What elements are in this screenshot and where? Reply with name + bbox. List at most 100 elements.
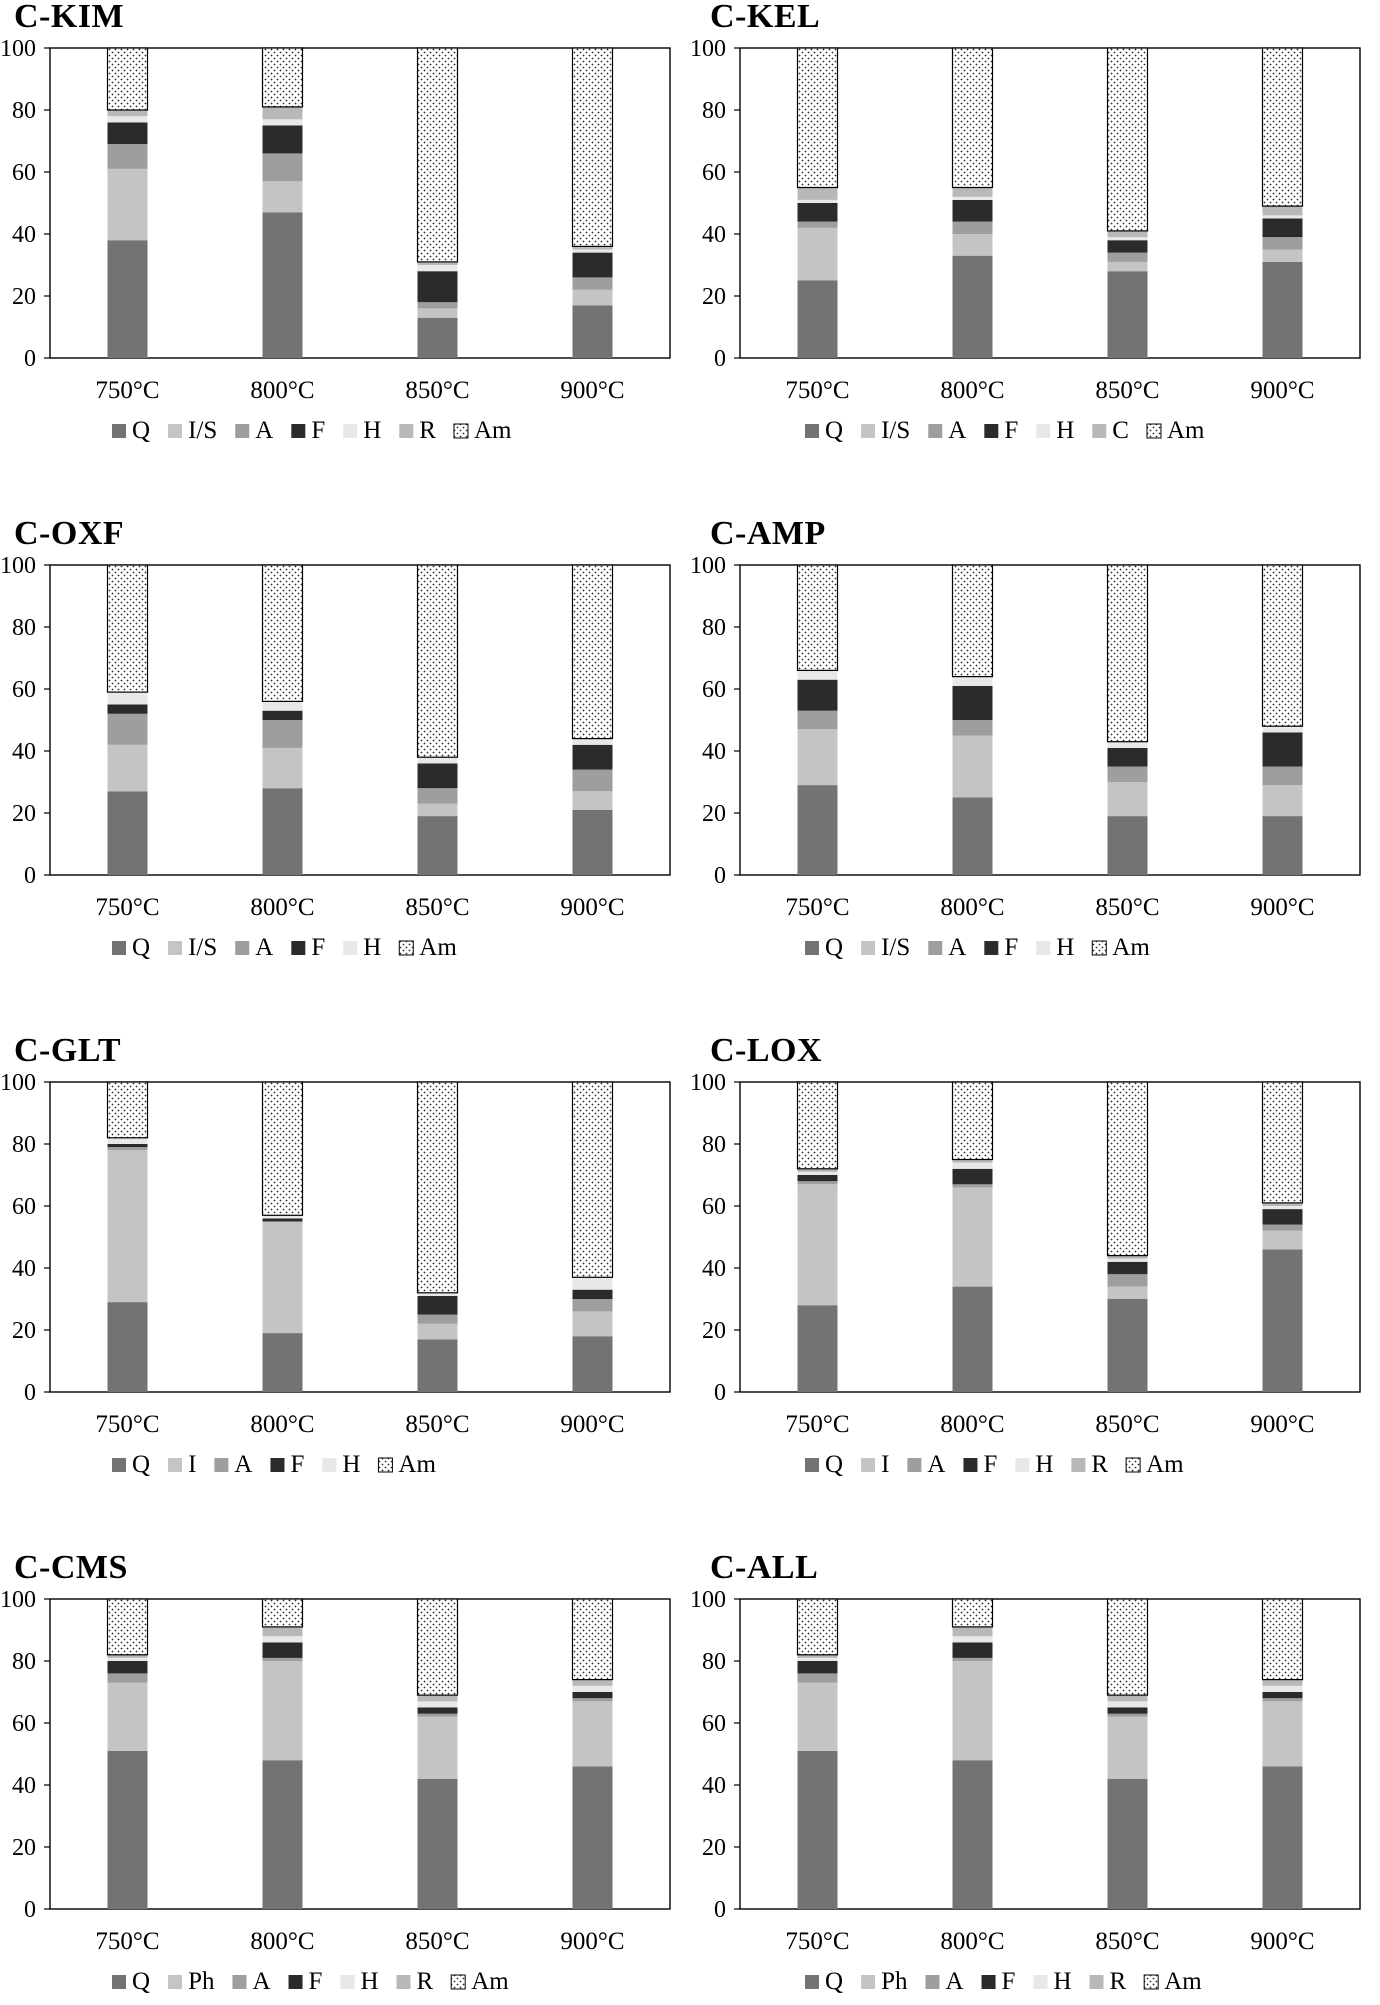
x-tick-label: 800°C (940, 377, 1004, 404)
bar-segment-am-900-c (1261, 1081, 1304, 1204)
bar-segment-a-750-c (797, 710, 838, 730)
y-tick-label: 40 (12, 739, 36, 765)
y-tick-label: 80 (12, 615, 36, 641)
bar-segment-h-750-c (107, 116, 148, 123)
x-tick-label: 900°C (560, 894, 624, 921)
legend-swatch-i-s (861, 941, 876, 955)
legend-label-q: Q (132, 1451, 150, 1478)
bar-segment-h-900-c (1262, 1206, 1303, 1210)
y-tick-label: 80 (12, 1649, 36, 1675)
bar-segment-a-850-c (417, 1314, 458, 1324)
legend-label-q: Q (132, 934, 150, 961)
bar-segment-i-800-c (262, 1221, 303, 1334)
stacked-bar-chart: 0 20 40 60 80 100 750°C 800°C 850°C 900°C Q I A F H Am (0, 1070, 671, 1478)
legend-swatch-a (232, 1975, 247, 1989)
bar-segment-h-800-c (952, 1636, 993, 1643)
legend-label-a: A (927, 1451, 945, 1478)
bar-segment-am-850-c (1106, 47, 1149, 232)
bar-segment-i-s-800-c (262, 181, 303, 213)
bar-segment-f-900-c (1262, 218, 1303, 238)
bar-segment-q-900-c (572, 1766, 613, 1909)
legend-swatch-i (168, 1458, 183, 1472)
bar-segment-q-800-c (262, 1333, 303, 1392)
legend-label-h: H (1035, 1451, 1053, 1478)
bar-segment-f-900-c (572, 1289, 613, 1299)
y-tick-label: 60 (12, 160, 36, 186)
bar-segment-q-850-c (417, 1339, 458, 1392)
bar-segment-h-850-c (417, 265, 458, 272)
bar-segment-c-800-c (952, 187, 993, 197)
legend-swatch-ph (861, 1975, 876, 1989)
legend-label-am: Am (1146, 1451, 1184, 1478)
bar-segment-h-900-c (572, 249, 613, 253)
legend-label-a: A (948, 417, 966, 444)
bar-segment-q-850-c (417, 317, 458, 358)
legend-label-q: Q (825, 1451, 843, 1478)
bar-segment-ph-800-c (262, 1661, 303, 1761)
plot-area (739, 47, 1361, 359)
legend: Q I A F H Am (112, 1451, 436, 1478)
bar-segment-f-750-c (797, 1661, 838, 1674)
plot-area (49, 1598, 671, 1910)
bar-segment-q-850-c (417, 816, 458, 875)
bar-segment-i-850-c (417, 1323, 458, 1340)
bar-segment-am-850-c (1106, 1598, 1149, 1696)
legend-swatch-h (1036, 941, 1051, 955)
stacked-bar-chart: 0 20 40 60 80 100 750°C 800°C 850°C 900°C Q I/S A F H A… (690, 553, 1361, 961)
bar-segment-a-800-c (262, 720, 303, 748)
bar-segment-h-750-c (797, 1171, 838, 1175)
legend-label-h: H (342, 1451, 360, 1478)
bar-segment-h-800-c (262, 1215, 303, 1219)
bar-segment-h-750-c (797, 670, 838, 680)
x-tick-label: 900°C (560, 1411, 624, 1438)
bar-segment-r-750-c (107, 110, 148, 117)
legend-label-f: F (290, 1451, 304, 1478)
bar-segment-h-850-c (1107, 1258, 1148, 1262)
x-tick-label: 900°C (560, 377, 624, 404)
bar-segment-i-s-900-c (1262, 249, 1303, 262)
legend-label-a: A (255, 417, 273, 444)
bar-segment-h-800-c (262, 119, 303, 126)
bar-segment-am-850-c (416, 564, 459, 758)
bar-segment-i-s-800-c (952, 234, 993, 256)
bar-segment-h-900-c (572, 738, 613, 745)
bar-segment-q-850-c (417, 1778, 458, 1909)
legend-label-q: Q (132, 1968, 150, 1995)
plot-area (49, 564, 671, 876)
bar-segment-i-s-800-c (262, 747, 303, 789)
bar-segment-h-800-c (952, 676, 993, 686)
legend-label-f: F (983, 1451, 997, 1478)
bar-segment-q-800-c (262, 788, 303, 875)
bar-segment-am-750-c (106, 1598, 149, 1656)
bar-segment-am-800-c (261, 47, 304, 108)
bar-segment-i-800-c (952, 1187, 993, 1287)
legend-swatch-r (399, 424, 414, 438)
legend-label-i-s: I/S (881, 934, 910, 961)
bar-segment-i-s-750-c (797, 227, 838, 281)
x-tick-label: 800°C (250, 894, 314, 921)
legend: Q I A F H R Am (805, 1451, 1184, 1478)
bar-segment-ph-800-c (952, 1661, 993, 1761)
x-tick-label: 800°C (250, 1411, 314, 1438)
panel-title: C-AMP (710, 515, 826, 552)
bar-segment-f-850-c (1107, 747, 1148, 767)
bar-segment-f-800-c (262, 1642, 303, 1658)
bar-segment-am-800-c (951, 1598, 994, 1628)
y-tick-label: 0 (714, 1380, 726, 1406)
bar-segment-r-900-c (572, 1679, 613, 1686)
bar-segment-h-850-c (1107, 1701, 1148, 1708)
y-tick-label: 40 (12, 222, 36, 248)
x-tick-label: 750°C (785, 894, 849, 921)
bar-segment-am-800-c (951, 1081, 994, 1161)
bar-segment-i-s-900-c (572, 791, 613, 810)
x-tick-label: 900°C (1250, 1411, 1314, 1438)
legend-swatch-a (214, 1458, 229, 1472)
legend-swatch-i (861, 1458, 876, 1472)
bar-segment-h-800-c (262, 701, 303, 711)
y-tick-label: 20 (12, 284, 36, 310)
legend-swatch-h (1015, 1458, 1030, 1472)
bar-segment-h-900-c (1262, 1685, 1303, 1692)
legend-label-i-s: I/S (188, 934, 217, 961)
bar-segment-a-900-c (572, 277, 613, 290)
bar-segment-r-900-c (1262, 1202, 1303, 1206)
